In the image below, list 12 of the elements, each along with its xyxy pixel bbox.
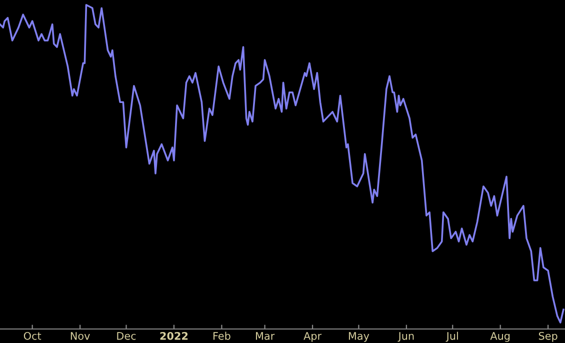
x-tick-label: Oct (24, 332, 42, 340)
x-tick-label: Nov (70, 332, 90, 340)
x-tick-label: Dec (117, 332, 136, 340)
x-tick-label: Jun (398, 332, 414, 342)
x-tick-label: Mar (256, 332, 275, 340)
x-tick-label: Aug (490, 332, 510, 342)
x-tick-label: Jul (446, 332, 458, 342)
x-tick-label: May (348, 332, 370, 342)
x-tick-label: Apr (304, 332, 322, 342)
x-tick-label: Feb (213, 332, 230, 340)
x-tick-label: Sep (538, 332, 558, 342)
x-tick-label: 2022 (160, 332, 188, 340)
